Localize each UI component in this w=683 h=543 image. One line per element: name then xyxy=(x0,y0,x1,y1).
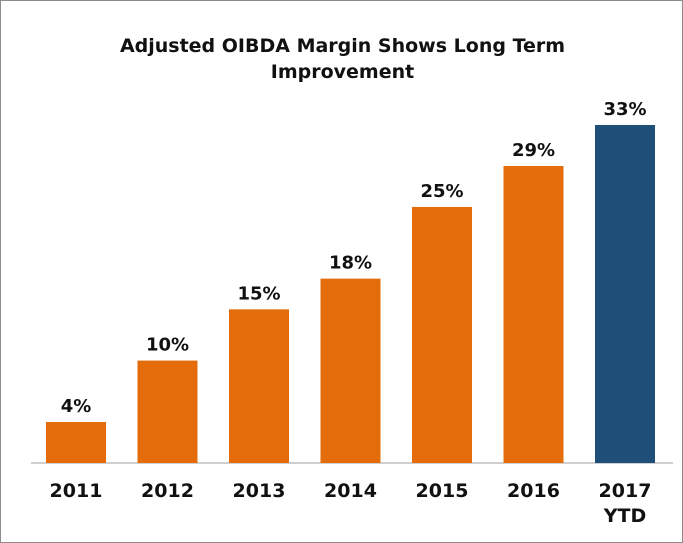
data-label: 29% xyxy=(512,140,555,161)
bar xyxy=(320,278,381,463)
x-tick-label: 2015 xyxy=(415,480,469,502)
x-tick-label: 2017 YTD xyxy=(598,480,652,527)
x-tick-label: 2012 xyxy=(141,480,194,502)
x-tick-label: 2013 xyxy=(232,480,286,502)
bar xyxy=(229,309,289,463)
data-label: 33% xyxy=(603,99,646,120)
bar xyxy=(137,360,198,463)
data-label: 4% xyxy=(61,396,92,417)
x-tick-label: 2014 xyxy=(324,480,377,502)
bar xyxy=(595,125,655,463)
x-tick-label: 2011 xyxy=(49,480,103,502)
bar xyxy=(503,165,564,463)
data-label: 25% xyxy=(420,181,463,202)
chart-title: Adjusted OIBDA Margin Shows Long Term Im… xyxy=(119,35,566,83)
data-label: 18% xyxy=(329,253,372,274)
data-label: 10% xyxy=(146,335,189,356)
bar xyxy=(46,422,106,463)
x-tick-label: 2016 xyxy=(507,480,560,502)
data-label: 15% xyxy=(237,283,280,304)
bar xyxy=(412,206,472,463)
